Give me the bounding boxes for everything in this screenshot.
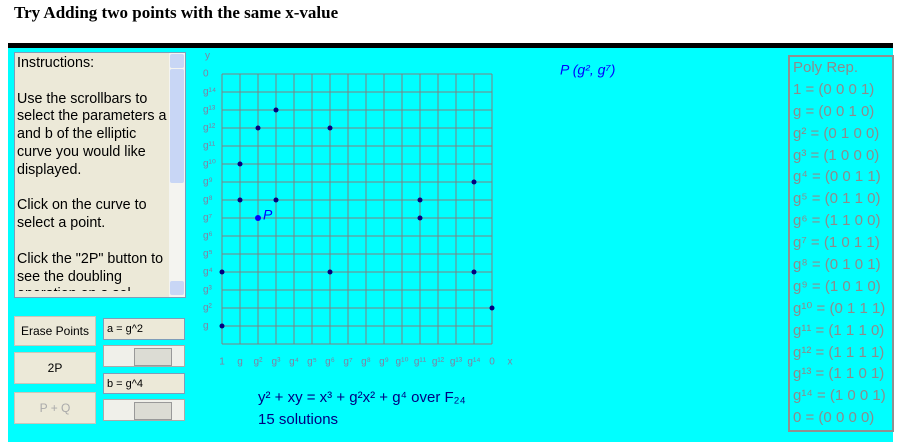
scroll-down[interactable] (170, 281, 184, 295)
poly-row: g⁴ = (0 0 1 1) (793, 168, 881, 186)
poly-row: g¹² = (1 1 1 1) (793, 343, 885, 361)
x-tick-label: g⁴ (289, 357, 299, 368)
curve-point (471, 179, 477, 185)
curve-point (237, 197, 243, 203)
curve-point (417, 197, 423, 203)
poly-rep: Poly Rep. 1 = (0 0 0 1) g = (0 0 1 0) g² =… (788, 55, 894, 432)
y-tick-label: g⁵ (203, 249, 213, 260)
poly-row: g¹¹ = (1 1 1 0) (793, 321, 885, 339)
y-tick-label: g¹⁴ (203, 87, 216, 98)
poly-row: 1 = (0 0 0 1) (793, 80, 875, 98)
poly-row: g¹⁴ = (1 0 0 1) (793, 387, 886, 405)
x-tick-label: g¹¹ (414, 357, 427, 368)
scroll-up[interactable] (170, 54, 184, 68)
header-bar (8, 43, 893, 48)
x-tick-label: 0 (489, 357, 495, 368)
y-tick-label: g¹⁰ (203, 159, 216, 170)
x-tick-label: g⁷ (343, 357, 353, 368)
poly-row: g⁷ = (1 0 1 1) (793, 234, 880, 252)
point-label: P (263, 207, 273, 223)
instructions-text: Instructions: Use the scrollbars to sele… (17, 55, 167, 291)
x-tick-label: g⁵ (307, 357, 317, 368)
b-field[interactable]: b = g^4 (103, 373, 185, 394)
poly-row: g⁶ = (1 1 0 0) (793, 212, 881, 230)
x-tick-label: g¹³ (450, 357, 463, 368)
y-tick-label: g¹¹ (203, 141, 216, 152)
curve-point (219, 269, 225, 275)
y-tick-label: g⁷ (203, 213, 213, 224)
page-title: Try Adding two points with the same x-va… (14, 3, 339, 22)
x-tick-label: g² (254, 357, 264, 368)
x-tick-label: g⁹ (379, 357, 389, 368)
b-scrollbar[interactable] (103, 399, 185, 421)
poly-title: Poly Rep. (793, 59, 859, 76)
x-tick-label: g⁸ (361, 357, 371, 368)
x-tick-label: g⁶ (325, 357, 335, 368)
poly-row: g² = (0 1 0 0) (793, 124, 880, 142)
poly-row: g⁸ = (0 1 0 1) (793, 256, 881, 274)
x-tick-label: g¹⁰ (396, 357, 409, 368)
y-axis-label: y (205, 51, 210, 62)
add-button[interactable]: P + Q (14, 392, 96, 424)
y-tick-label: 0 (203, 69, 209, 80)
instruction: Use the scrollbars to select the paramet… (17, 90, 167, 178)
curve-point (255, 125, 261, 131)
poly-row: 0 = (0 0 0 0) (793, 409, 875, 427)
instruction: Instructions: (17, 55, 95, 71)
equation: y² + xy = x³ + g²x² + g⁴ over F₂₄ (258, 389, 466, 406)
poly-row: g = (0 0 1 0) (793, 102, 875, 120)
a-scrollbar[interactable] (103, 345, 185, 367)
x-tick-label: 1 (219, 357, 225, 368)
x-tick-label: g¹⁴ (467, 357, 480, 368)
poly-row: g³ = (1 0 0 0) (793, 146, 880, 164)
x-tick-label: g (237, 357, 243, 368)
poly-row: g⁵ = (0 1 1 0) (793, 190, 881, 208)
curve-point (237, 161, 243, 167)
poly-row: g¹³ = (1 1 0 1) (793, 365, 885, 383)
scrollbar[interactable] (169, 53, 185, 297)
instructions-box[interactable]: Instructions: Use the scrollbars to sele… (14, 52, 186, 298)
y-tick-label: g⁸ (203, 195, 213, 206)
y-tick-label: g (203, 321, 209, 332)
curve-point (219, 323, 225, 329)
y-tick-label: g⁶ (203, 231, 213, 242)
a-thumb[interactable] (134, 348, 172, 366)
plot[interactable]: y P (g², g⁷) y² + xy = x³ + g²x² + g⁴ ov… (190, 48, 785, 442)
b-thumb[interactable] (134, 402, 172, 420)
x-tick-label: g³ (272, 357, 282, 368)
y-tick-label: g⁴ (203, 267, 213, 278)
point-caption: P (g², g⁷) (560, 62, 615, 78)
y-tick-label: g² (203, 303, 213, 314)
erase-button[interactable]: Erase Points (14, 316, 96, 346)
curve-point (471, 269, 477, 275)
curve-point (327, 269, 333, 275)
curve-point (273, 107, 279, 113)
poly-row: g¹⁰ = (0 1 1 1) (793, 299, 886, 317)
double-button[interactable]: 2P (14, 352, 96, 384)
solutions: 15 solutions (258, 411, 338, 428)
curve-point (417, 215, 423, 221)
selected-point (255, 215, 261, 221)
curve-point (489, 305, 495, 311)
poly-row: g⁹ = (1 0 1 0) (793, 277, 881, 295)
y-tick-label: g³ (203, 285, 213, 296)
y-tick-label: g¹³ (203, 105, 216, 116)
instruction: Click the "2P" button to see the doublin… (17, 250, 164, 291)
y-tick-label: g¹² (203, 123, 216, 134)
curve-point (273, 197, 279, 203)
scroll-thumb[interactable] (170, 69, 184, 183)
x-axis-label: x (508, 357, 513, 368)
x-tick-label: g¹² (432, 357, 445, 368)
y-tick-label: g⁹ (203, 177, 213, 188)
curve-point (327, 125, 333, 131)
a-field[interactable]: a = g^2 (103, 318, 185, 340)
instruction: Click on the curve to select a point. (17, 197, 147, 232)
